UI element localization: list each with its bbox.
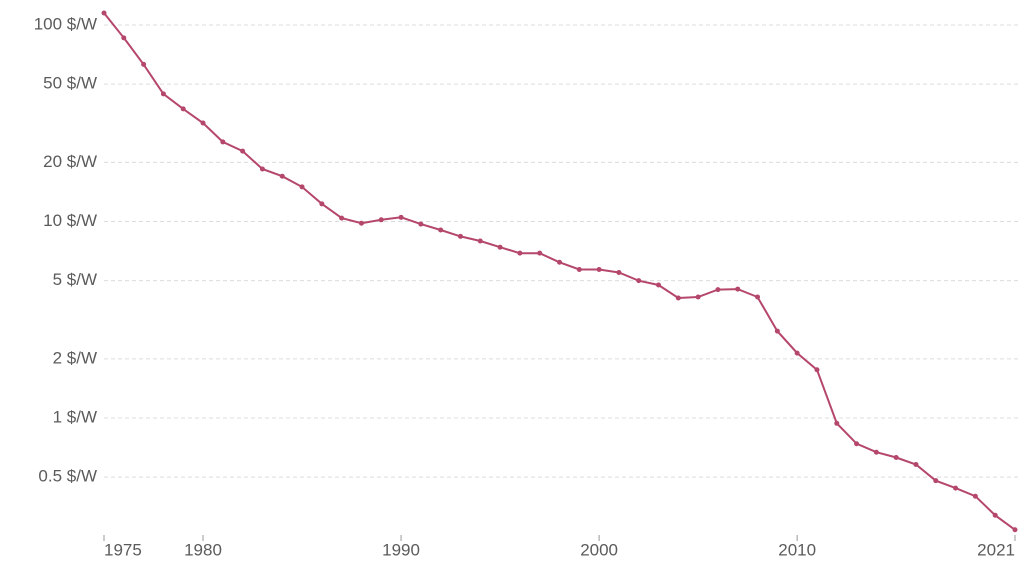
data-point bbox=[418, 221, 424, 227]
x-tick-label: 1990 bbox=[382, 540, 420, 559]
data-point bbox=[557, 259, 562, 265]
data-point bbox=[398, 214, 404, 220]
x-tick-label: 2000 bbox=[580, 540, 618, 559]
data-point bbox=[240, 148, 246, 154]
data-point bbox=[279, 173, 285, 179]
data-point bbox=[200, 120, 206, 126]
data-point bbox=[913, 462, 919, 468]
data-point bbox=[576, 266, 582, 272]
data-point bbox=[636, 278, 642, 284]
data-point bbox=[953, 485, 959, 491]
x-tick-label: 1975 bbox=[104, 540, 142, 559]
y-tick-label: 20 $/W bbox=[43, 152, 97, 171]
data-point bbox=[438, 227, 444, 233]
data-point bbox=[814, 367, 820, 373]
data-point bbox=[755, 294, 761, 300]
data-point bbox=[715, 287, 721, 293]
data-point bbox=[537, 250, 543, 256]
x-tick-label: 2021 bbox=[977, 540, 1015, 559]
data-point bbox=[517, 250, 523, 256]
data-point bbox=[477, 238, 483, 244]
data-point bbox=[794, 350, 800, 356]
data-point bbox=[220, 139, 226, 145]
data-point bbox=[1012, 527, 1018, 533]
data-point bbox=[834, 420, 840, 426]
y-tick-label: 100 $/W bbox=[34, 14, 97, 33]
data-point bbox=[378, 217, 384, 223]
data-point bbox=[933, 478, 939, 484]
data-point bbox=[972, 493, 978, 499]
data-point bbox=[299, 184, 305, 190]
data-point bbox=[101, 10, 107, 16]
data-point bbox=[121, 35, 127, 41]
data-point bbox=[180, 106, 186, 112]
data-point bbox=[358, 220, 364, 226]
data-point bbox=[596, 266, 602, 272]
y-tick-label: 10 $/W bbox=[43, 211, 97, 230]
y-tick-label: 5 $/W bbox=[53, 270, 97, 289]
data-point bbox=[656, 282, 662, 288]
y-tick-label: 50 $/W bbox=[43, 74, 97, 93]
data-point bbox=[675, 295, 681, 301]
data-point bbox=[339, 215, 345, 221]
data-point bbox=[774, 328, 780, 334]
data-point bbox=[854, 441, 860, 447]
y-tick-label: 2 $/W bbox=[53, 348, 97, 367]
data-point bbox=[319, 201, 325, 207]
data-point bbox=[873, 449, 879, 455]
x-tick-label: 1980 bbox=[184, 540, 222, 559]
data-point bbox=[457, 233, 463, 239]
data-point bbox=[141, 61, 147, 67]
y-tick-label: 0.5 $/W bbox=[38, 467, 97, 486]
data-point bbox=[616, 270, 622, 276]
data-point bbox=[160, 91, 166, 97]
data-point bbox=[992, 512, 998, 518]
data-point bbox=[695, 294, 701, 300]
data-point bbox=[497, 244, 503, 250]
y-tick-label: 1 $/W bbox=[53, 408, 97, 427]
data-point bbox=[259, 166, 265, 172]
data-point bbox=[735, 286, 741, 292]
data-point bbox=[893, 454, 899, 460]
x-tick-label: 2010 bbox=[778, 540, 816, 559]
